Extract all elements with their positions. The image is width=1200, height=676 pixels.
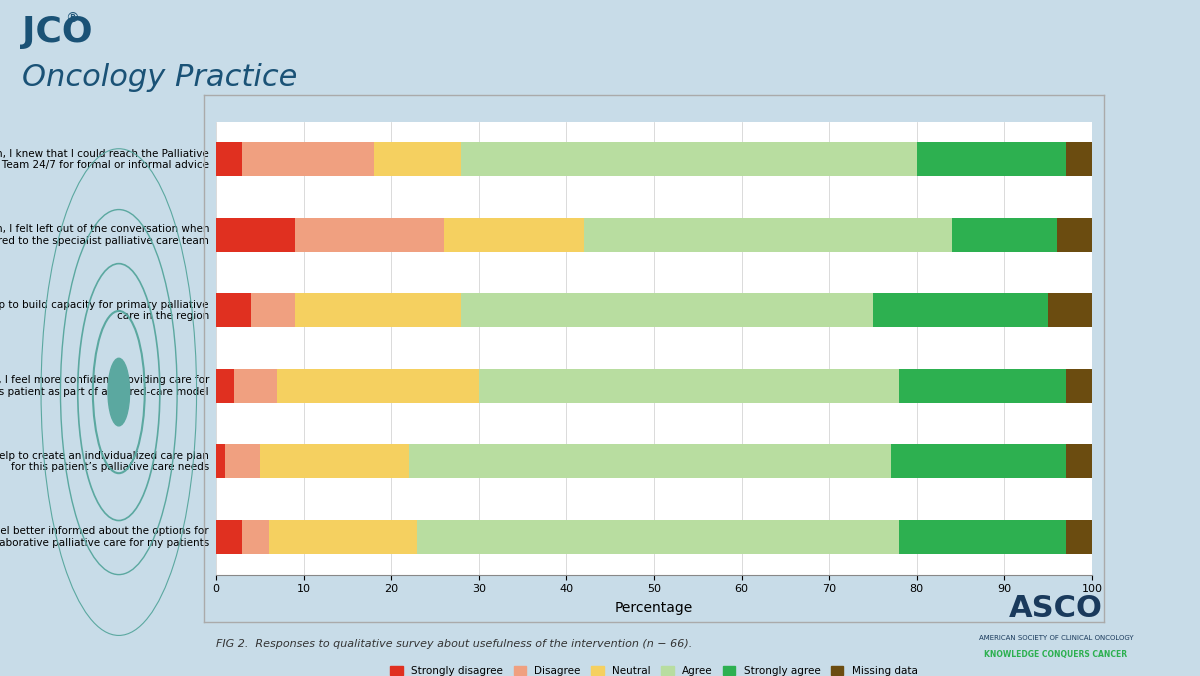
- Bar: [1066, 369, 1092, 403]
- Bar: [234, 369, 277, 403]
- Text: AMERICAN SOCIETY OF CLINICAL ONCOLOGY: AMERICAN SOCIETY OF CLINICAL ONCOLOGY: [979, 635, 1133, 642]
- Bar: [216, 520, 242, 554]
- Bar: [242, 520, 269, 554]
- Text: ®: ®: [65, 12, 79, 26]
- Bar: [1066, 444, 1092, 479]
- X-axis label: Percentage: Percentage: [614, 601, 694, 615]
- Bar: [242, 143, 373, 176]
- Bar: [444, 218, 584, 252]
- Bar: [479, 369, 899, 403]
- Bar: [917, 143, 1066, 176]
- Bar: [461, 143, 917, 176]
- Bar: [260, 444, 409, 479]
- Bar: [295, 293, 461, 327]
- Bar: [1049, 293, 1092, 327]
- Bar: [295, 218, 444, 252]
- Bar: [899, 369, 1066, 403]
- Bar: [952, 218, 1057, 252]
- Bar: [409, 444, 890, 479]
- Bar: [269, 520, 418, 554]
- Bar: [251, 293, 295, 327]
- Bar: [216, 143, 242, 176]
- Bar: [277, 369, 479, 403]
- Text: ASCO: ASCO: [1009, 594, 1103, 623]
- Bar: [224, 444, 260, 479]
- Circle shape: [108, 358, 130, 426]
- Bar: [874, 293, 1049, 327]
- Bar: [899, 520, 1066, 554]
- Bar: [1066, 520, 1092, 554]
- Text: Oncology Practice: Oncology Practice: [22, 63, 296, 92]
- Text: JCO: JCO: [22, 16, 92, 49]
- Bar: [216, 293, 251, 327]
- Bar: [461, 293, 874, 327]
- Bar: [1066, 143, 1092, 176]
- Bar: [216, 444, 224, 479]
- Legend: Strongly disagree, Disagree, Neutral, Agree, Strongly agree, Missing data: Strongly disagree, Disagree, Neutral, Ag…: [386, 661, 922, 676]
- Bar: [418, 520, 899, 554]
- Bar: [1057, 218, 1092, 252]
- Bar: [890, 444, 1066, 479]
- Bar: [373, 143, 461, 176]
- Bar: [216, 218, 295, 252]
- Text: KNOWLEDGE CONQUERS CANCER: KNOWLEDGE CONQUERS CANCER: [984, 650, 1128, 659]
- Bar: [216, 369, 234, 403]
- Text: FIG 2.  Responses to qualitative survey about usefulness of the intervention (n : FIG 2. Responses to qualitative survey a…: [216, 639, 692, 649]
- Bar: [584, 218, 952, 252]
